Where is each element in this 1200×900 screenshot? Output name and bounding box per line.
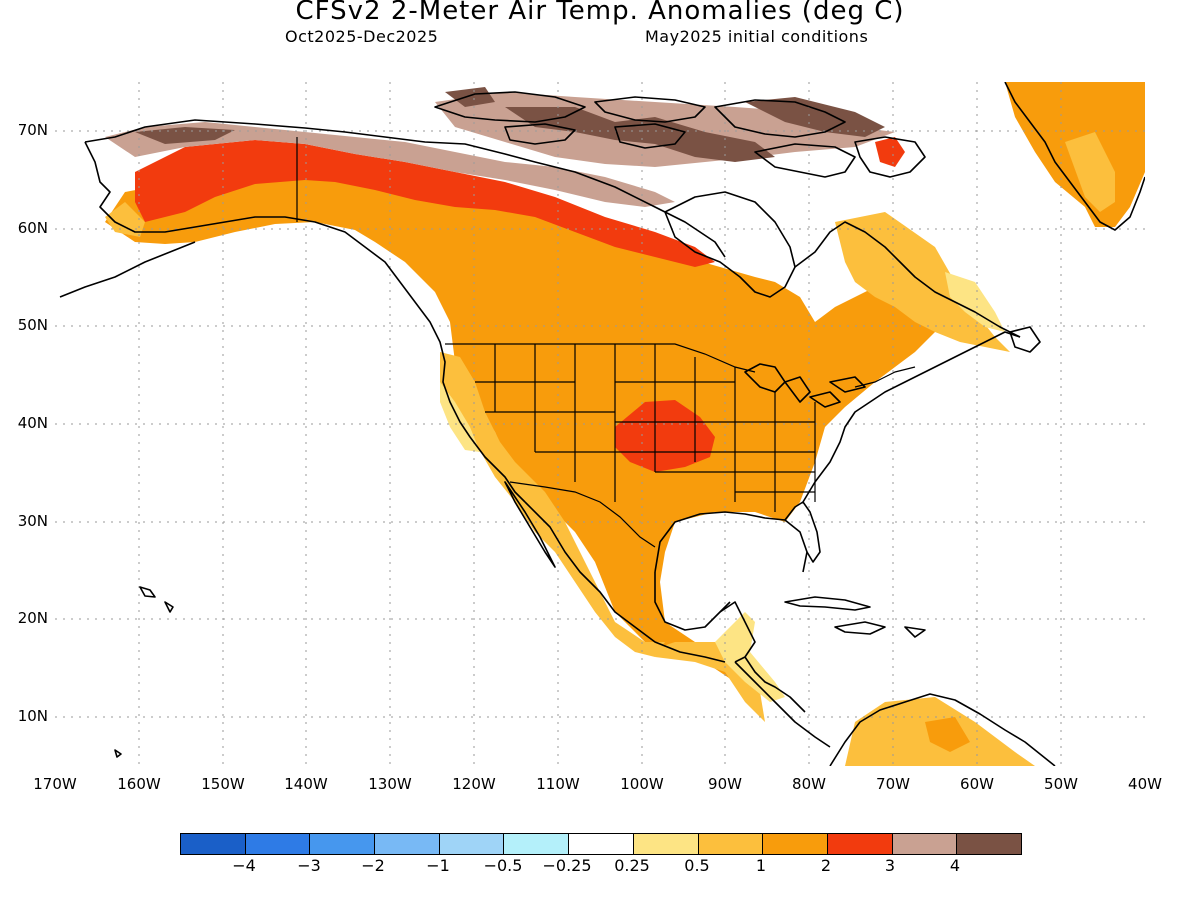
lon-label: 70W: [876, 775, 910, 793]
anomaly-map: [55, 82, 1145, 766]
anomaly-map-canvas: [55, 82, 1145, 766]
colorbar-label: 0.25: [614, 856, 650, 875]
anomaly-field-south-america-orange: [925, 717, 970, 752]
anomaly-field-greenland-light: [1065, 132, 1115, 212]
lat-label: 30N: [17, 512, 48, 530]
lon-label: 80W: [792, 775, 826, 793]
initial-conditions-label: May2025 initial conditions: [645, 27, 869, 46]
colorbar: [180, 833, 1022, 855]
colorbar-label: 3: [884, 856, 896, 875]
lon-label: 40W: [1128, 775, 1162, 793]
colorbar-label: 2: [820, 856, 832, 875]
colorbar-swatch: [892, 834, 958, 854]
anomaly-field-orange-north-america: [105, 177, 950, 702]
colorbar-label: 0.5: [684, 856, 710, 875]
lon-label: 130W: [368, 775, 412, 793]
colorbar-label: −0.5: [483, 856, 523, 875]
colorbar-swatch: [504, 834, 570, 854]
anomaly-field-dark-brown-islands: [445, 87, 495, 107]
map-title: CFSv2 2-Meter Air Temp. Anomalies (deg C…: [295, 0, 905, 26]
colorbar-swatch: [245, 834, 311, 854]
colorbar-label: −3: [297, 856, 321, 875]
anomaly-field-central-america-yellow: [715, 612, 785, 702]
colorbar-swatch: [439, 834, 505, 854]
lat-label: 20N: [17, 609, 48, 627]
anomaly-field-red-baffin: [875, 137, 905, 167]
lon-label: 50W: [1044, 775, 1078, 793]
anomaly-field-dark-brown-islands-2: [505, 107, 775, 162]
colorbar-label: −4: [232, 856, 256, 875]
colorbar-label: −0.25: [542, 856, 592, 875]
lon-label: 120W: [452, 775, 496, 793]
borders: [296, 137, 916, 548]
anomaly-field-light-orange-west: [440, 352, 665, 657]
anomaly-field-red-central-us: [615, 400, 715, 472]
lat-label: 70N: [17, 121, 48, 139]
colorbar-swatch: [827, 834, 893, 854]
colorbar-label: −1: [426, 856, 450, 875]
colorbar-swatch: [698, 834, 764, 854]
anomaly-field-yellow-labrador: [945, 272, 1005, 332]
anomaly-field-yellow-california: [440, 382, 480, 452]
lon-label: 170W: [33, 775, 77, 793]
anomaly-field-red-north: [135, 140, 715, 267]
anomaly-field-dark-brown-islands-3: [745, 97, 885, 137]
lon-label: 160W: [117, 775, 161, 793]
graticule: [55, 82, 1145, 766]
colorbar-swatch: [569, 834, 634, 854]
lat-label: 50N: [17, 316, 48, 334]
lon-label: 110W: [536, 775, 580, 793]
lon-label: 140W: [284, 775, 328, 793]
colorbar-label: 1: [755, 856, 767, 875]
coastlines: [59, 82, 1145, 766]
colorbar-swatch: [181, 834, 246, 854]
lon-label: 150W: [201, 775, 245, 793]
colorbar-label: 4: [949, 856, 961, 875]
colorbar-label: −2: [361, 856, 385, 875]
lat-label: 60N: [17, 219, 48, 237]
anomaly-field-light-orange-alaska: [105, 202, 145, 237]
lon-label: 60W: [960, 775, 994, 793]
lat-label: 40N: [17, 414, 48, 432]
forecast-period: Oct2025-Dec2025: [285, 27, 439, 46]
colorbar-swatch: [763, 834, 828, 854]
colorbar-swatch: [957, 834, 1021, 854]
colorbar-swatch: [375, 834, 440, 854]
lat-label: 10N: [17, 707, 48, 725]
lon-label: 90W: [708, 775, 742, 793]
colorbar-swatch: [633, 834, 699, 854]
colorbar-swatch: [310, 834, 376, 854]
lon-label: 100W: [620, 775, 664, 793]
